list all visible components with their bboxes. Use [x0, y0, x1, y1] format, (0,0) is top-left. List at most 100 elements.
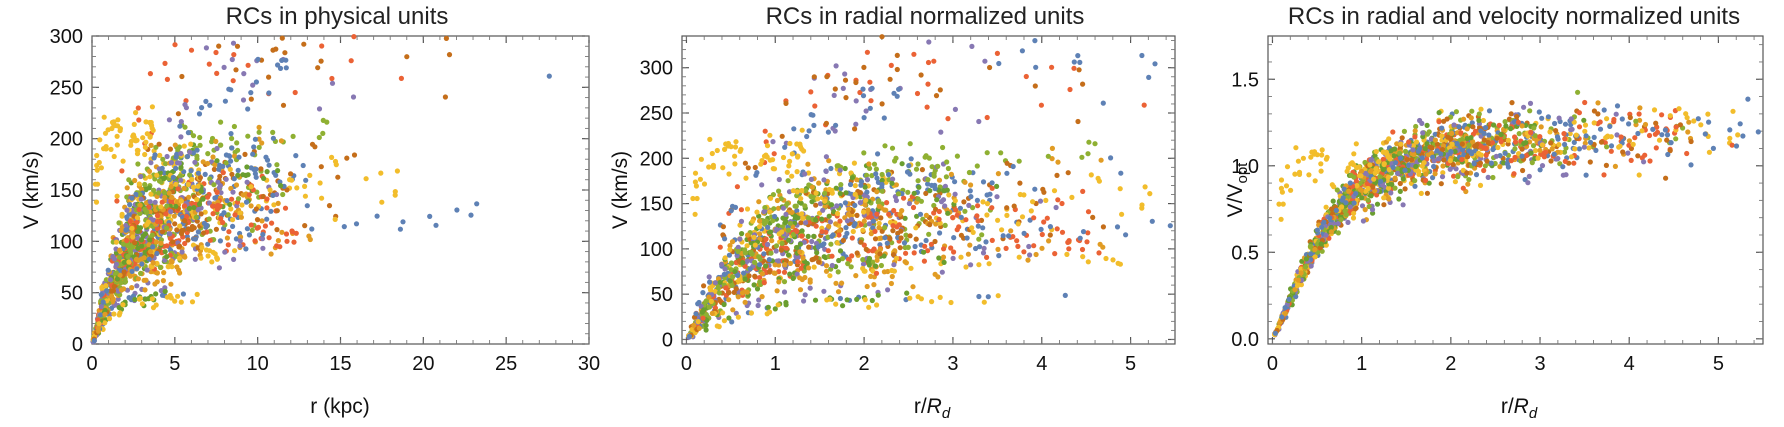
data-point [952, 106, 959, 112]
data-point [204, 222, 210, 229]
data-point [160, 156, 166, 162]
data-point [989, 205, 995, 211]
data-point [914, 90, 921, 97]
data-point [1575, 89, 1581, 95]
data-point [1103, 255, 1109, 262]
data-point [808, 193, 814, 200]
data-point [341, 224, 347, 230]
data-point [910, 284, 916, 290]
data-point [240, 172, 246, 178]
data-point [137, 210, 143, 216]
data-point [168, 281, 174, 287]
data-point [733, 139, 739, 145]
data-point [870, 218, 877, 224]
data-point [1452, 179, 1458, 185]
data-point [732, 161, 738, 167]
data-point [1147, 191, 1153, 197]
data-point [142, 231, 148, 237]
data-point [878, 215, 884, 221]
data-point [1139, 205, 1145, 211]
data-point [179, 73, 185, 80]
data-point [797, 144, 804, 150]
data-point [706, 274, 712, 280]
data-point [1582, 122, 1589, 128]
data-point [166, 117, 172, 123]
data-point [284, 187, 290, 193]
data-point [923, 212, 930, 218]
data-point [815, 244, 822, 250]
data-point [210, 154, 216, 160]
data-point [767, 132, 773, 138]
data-point [1059, 229, 1066, 235]
data-point [394, 168, 400, 174]
data-point [871, 161, 878, 167]
data-point [172, 42, 178, 48]
data-point [1044, 215, 1050, 221]
data-point [765, 224, 771, 230]
data-point [1038, 102, 1044, 108]
data-point [233, 182, 240, 188]
data-point [1066, 238, 1072, 244]
data-point [829, 253, 835, 259]
data-point [176, 160, 182, 166]
data-point [115, 296, 121, 302]
data-point [907, 141, 913, 147]
data-point [283, 231, 290, 237]
data-point [101, 114, 107, 120]
data-point [915, 294, 921, 300]
data-point [776, 188, 782, 194]
data-point [146, 204, 152, 210]
data-point [860, 86, 866, 92]
data-point [1444, 116, 1450, 122]
data-point [266, 90, 272, 96]
data-point [767, 157, 773, 163]
data-point [231, 256, 237, 262]
data-point [217, 173, 223, 179]
data-point [164, 203, 170, 209]
data-point [995, 171, 1002, 177]
data-point [805, 233, 811, 239]
data-point [279, 35, 285, 41]
data-point [246, 232, 252, 238]
data-point [130, 234, 136, 240]
data-point [159, 199, 165, 205]
data-point [720, 165, 726, 171]
data-point [1439, 174, 1446, 180]
data-point [244, 179, 250, 185]
data-point [932, 238, 938, 245]
data-point [1483, 152, 1489, 158]
data-point [862, 202, 868, 208]
data-point [196, 201, 203, 207]
data-point [1486, 108, 1493, 114]
data-point [726, 171, 732, 177]
data-point [881, 115, 887, 121]
data-point [766, 309, 773, 315]
data-point [164, 243, 170, 249]
data-point [1021, 249, 1027, 255]
data-point [178, 198, 184, 204]
data-point [139, 261, 145, 267]
data-point [902, 259, 908, 265]
data-point [1014, 238, 1020, 244]
data-point [129, 225, 135, 231]
data-point [207, 102, 213, 108]
data-point [280, 102, 287, 108]
data-point [206, 216, 212, 222]
data-point [996, 253, 1002, 259]
data-point [931, 58, 937, 64]
data-point [837, 248, 844, 254]
data-point [984, 201, 991, 207]
data-point [923, 190, 929, 196]
x-tick-label: 1 [1356, 353, 1367, 375]
data-point [1033, 64, 1039, 70]
data-point [905, 189, 911, 195]
data-point [980, 225, 986, 231]
data-point [795, 215, 801, 221]
data-point [264, 169, 270, 175]
data-point [1381, 202, 1387, 208]
data-point [304, 203, 310, 209]
data-point [315, 65, 321, 71]
data-point [936, 216, 942, 222]
data-point [970, 205, 976, 211]
data-point [948, 171, 955, 177]
